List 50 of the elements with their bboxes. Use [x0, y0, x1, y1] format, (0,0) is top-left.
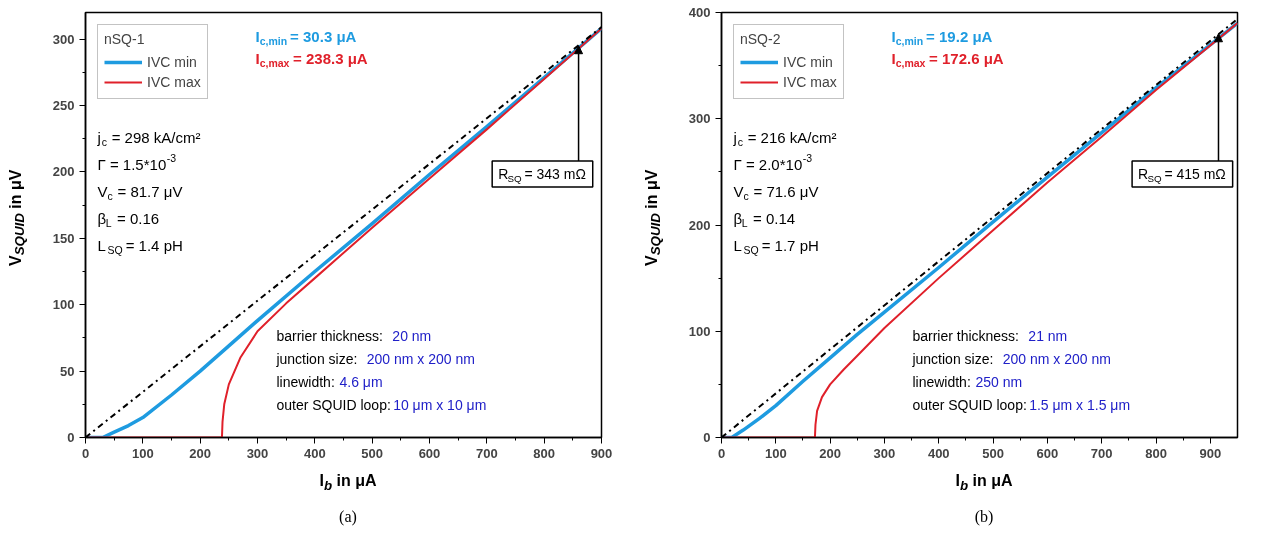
- annotation: outer SQUID loop: 10 μm x 10 μm: [276, 396, 487, 413]
- annotation: barrier thickness: 21 nm: [912, 327, 1068, 344]
- x-tick-label: 900: [590, 445, 613, 461]
- x-tick-label: 600: [1036, 445, 1059, 461]
- y-tick-label: 50: [60, 363, 75, 379]
- x-tick-label: 800: [533, 445, 556, 461]
- legend-label: IVC min: [783, 54, 833, 70]
- y-tick-label: 200: [688, 217, 711, 233]
- text: (b): [973, 507, 995, 528]
- x-tick-label: 500: [982, 445, 1004, 461]
- legend-label: IVC min: [147, 54, 197, 70]
- x-tick-label: 700: [1090, 445, 1113, 461]
- y-tick-label: 300: [52, 31, 75, 47]
- x-tick-label: 300: [873, 445, 896, 461]
- text: (a): [338, 507, 358, 528]
- legend-title: nSQ-1: [104, 31, 146, 47]
- annotation: junction size: 200 nm x 200 nm: [275, 350, 475, 367]
- y-tick-label: 100: [688, 323, 711, 339]
- annotation: junction size: 200 nm x 200 nm: [911, 350, 1111, 367]
- x-tick-label: 700: [475, 445, 498, 461]
- x-axis-title: I$_{b}$ in μA: [954, 471, 1014, 496]
- y-tick-label: 250: [52, 97, 75, 113]
- y-tick-label: 100: [52, 297, 75, 313]
- x-tick-label: 200: [819, 445, 841, 461]
- annotation: linewidth: 250 nm: [912, 373, 1023, 390]
- x-tick-label: 800: [1145, 445, 1167, 461]
- y-tick-label: 0: [67, 430, 75, 445]
- y-tick-label: 300: [688, 111, 711, 127]
- x-tick-label: 100: [764, 445, 787, 461]
- y-tick-label: 400: [688, 5, 711, 20]
- x-tick-label: 0: [717, 445, 726, 461]
- x-tick-label: 300: [246, 445, 269, 461]
- x-tick-label: 0: [81, 445, 90, 461]
- x-tick-label: 600: [418, 445, 441, 461]
- x-axis-title: I$_{b}$ in μA: [318, 471, 378, 496]
- x-tick-label: 200: [189, 445, 212, 461]
- annotation: linewidth: 4.6 μm: [276, 373, 383, 390]
- annotation: outer SQUID loop: 1.5 μm x 1.5 μm: [912, 396, 1131, 413]
- x-tick-label: 900: [1199, 445, 1222, 461]
- y-tick-label: 0: [703, 430, 711, 445]
- legend-label: IVC max: [783, 74, 837, 90]
- legend-label: IVC max: [147, 74, 201, 90]
- legend-title: nSQ-2: [740, 31, 782, 47]
- x-tick-label: 400: [927, 445, 950, 461]
- annotation: barrier thickness: 20 nm: [276, 327, 432, 344]
- y-tick-label: 150: [52, 230, 75, 246]
- x-tick-label: 500: [361, 445, 384, 461]
- y-tick-label: 200: [52, 164, 75, 180]
- x-tick-label: 400: [303, 445, 326, 461]
- x-tick-label: 100: [131, 445, 154, 461]
